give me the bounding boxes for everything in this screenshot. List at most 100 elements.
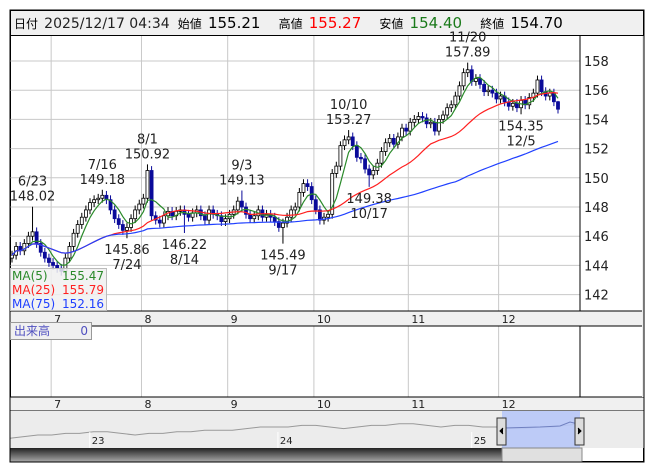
y-tick-label: 158 — [584, 55, 609, 70]
candle-body — [346, 136, 351, 141]
close-value: 154.70 — [510, 14, 563, 32]
candle-body — [42, 251, 47, 259]
candle-body — [252, 215, 257, 220]
y-tick-label: 146 — [584, 230, 609, 245]
candle-body — [149, 170, 154, 217]
candle-body — [10, 254, 14, 259]
candle-body — [293, 206, 298, 211]
annotation-label: 12/5 — [506, 134, 535, 149]
x-tick-label: 7 — [54, 398, 61, 411]
x-tick-label: 7 — [54, 313, 61, 326]
candle-body — [338, 145, 343, 167]
candle-body — [71, 232, 76, 247]
open-value: 155.21 — [207, 14, 261, 32]
candle-body — [404, 127, 409, 132]
candle-body — [367, 168, 372, 176]
candle-body — [309, 186, 314, 201]
annotation-label: 149.18 — [80, 173, 126, 188]
candle-body — [145, 170, 150, 199]
candle-body — [412, 119, 417, 123]
candle-body — [235, 200, 240, 211]
candle-body — [363, 158, 367, 170]
candle-body — [108, 199, 113, 211]
close-label: 終値 — [480, 17, 505, 31]
candle-body — [354, 145, 359, 158]
low-label: 安値 — [379, 17, 404, 31]
candle-body — [326, 213, 331, 218]
y-tick-label: 142 — [584, 289, 609, 304]
y-tick-label: 152 — [584, 143, 609, 158]
x-tick-label: 11 — [411, 398, 425, 411]
candle-body — [408, 121, 413, 132]
high-label: 高値 — [278, 17, 303, 31]
candle-body — [420, 116, 425, 119]
y-tick-label: 144 — [584, 259, 609, 274]
ohlc-header: 日付 2025/12/17 04:34 始値 155.21 高値 155.27 … — [10, 10, 644, 36]
candle-body — [498, 95, 503, 100]
annotation-label: 153.27 — [326, 113, 372, 128]
low-value: 154.40 — [409, 14, 463, 32]
candle-body — [473, 78, 478, 82]
candle-body — [207, 209, 211, 221]
candle-body — [244, 206, 248, 215]
scrollbar-track[interactable] — [10, 448, 502, 462]
candle-body — [125, 227, 129, 231]
candle-body — [457, 85, 462, 97]
annotation-label: 9/17 — [268, 264, 297, 279]
annotation-label: 10/17 — [350, 207, 387, 222]
x-tick-label: 12 — [502, 313, 516, 326]
candle-body — [387, 137, 392, 144]
year-label: 23 — [92, 436, 105, 447]
candle-body — [26, 235, 31, 244]
candle-body — [453, 95, 458, 106]
candle-body — [465, 69, 470, 74]
candle-body — [539, 79, 544, 93]
candle-body — [490, 89, 495, 94]
year-label: 25 — [474, 436, 487, 447]
candle-body — [79, 216, 84, 225]
annotation-label: 157.89 — [445, 46, 491, 61]
candle-body — [379, 151, 384, 164]
ma5-value: 155.47 — [62, 269, 104, 283]
candle-body — [22, 243, 27, 252]
y-tick-label: 148 — [584, 201, 609, 216]
candle-body — [313, 199, 318, 211]
ma75-value: 152.16 — [62, 297, 104, 311]
scrollbar-thumb[interactable] — [501, 447, 583, 463]
annotation-label: 154.35 — [498, 119, 544, 134]
candle-body — [449, 104, 454, 109]
candle-body — [482, 83, 487, 93]
candle-body — [342, 139, 347, 147]
annotation-label: 10/10 — [330, 98, 367, 113]
annotation-label: 146.22 — [162, 238, 208, 253]
candle-body — [305, 183, 310, 187]
x-tick-label: 8 — [144, 398, 151, 411]
candle-body — [400, 127, 404, 138]
candle-body — [239, 200, 244, 208]
ma25-value: 155.79 — [62, 283, 104, 297]
candle-body — [96, 197, 101, 201]
date-label: 日付 — [14, 17, 39, 31]
volume-label: 出来高 — [14, 324, 51, 338]
candle-body — [445, 107, 450, 116]
x-tick-label: 10 — [317, 398, 331, 411]
candle-body — [120, 224, 125, 231]
candle-body — [428, 121, 433, 125]
candle-body — [510, 102, 515, 107]
frame-border — [9, 9, 645, 463]
candle-body — [297, 191, 302, 208]
candle-body — [289, 209, 294, 218]
candle-body — [527, 97, 532, 106]
candle-body — [478, 78, 482, 85]
candle-body — [157, 219, 162, 224]
candle-body — [281, 222, 285, 228]
x-tick-label: 10 — [317, 313, 331, 326]
candle-body — [137, 203, 142, 211]
candle-body — [437, 119, 441, 132]
chevron-left-icon — [499, 427, 504, 435]
navigator-selected-line — [501, 421, 579, 429]
annotation-label: 7/24 — [112, 258, 141, 273]
ma25-label: MA(25) — [12, 283, 56, 297]
ma-legend: MA(5) 155.47 MA(25) 155.79 MA(75) 152.16 — [10, 268, 107, 311]
